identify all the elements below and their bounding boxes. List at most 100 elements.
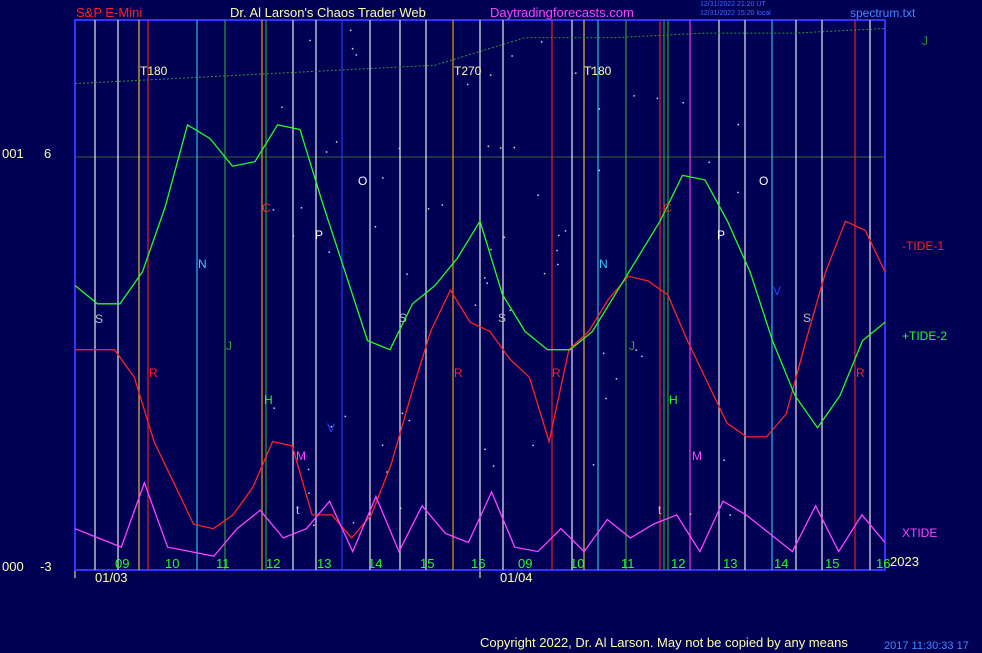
hour-tick-15: 15 — [825, 556, 839, 571]
noise-dot-36 — [633, 95, 635, 97]
event-label-o-23: O — [759, 174, 768, 188]
y-lower-value: -3 — [40, 559, 52, 574]
timestamp-ut: 12/31/2022 21:20 UT — [700, 1, 766, 8]
event-label-h-6: H — [264, 393, 273, 407]
copyright-text: Copyright 2022, Dr. Al Larson. May not b… — [480, 635, 848, 650]
noise-dot-14 — [737, 123, 740, 126]
event-label-s-1: S — [95, 312, 103, 326]
noise-dot-9 — [598, 108, 601, 110]
noise-dot-11 — [355, 54, 358, 56]
series-line-xtide — [74, 480, 886, 557]
hour-tick-12: 12 — [671, 556, 685, 571]
spectrum-file-label: spectrum.txt — [850, 6, 916, 20]
event-label-v-9: V — [327, 421, 335, 435]
noise-dot-43 — [374, 225, 377, 228]
noise-dot-58 — [309, 39, 311, 42]
noise-dot-42 — [427, 207, 430, 210]
noise-dot-10 — [543, 272, 546, 275]
event-label-t-21: t — [658, 503, 662, 517]
noise-dot-30 — [602, 352, 605, 355]
noise-dot-45 — [399, 507, 402, 510]
y-upper-left-label: 001 — [2, 146, 24, 161]
noise-dot-37 — [401, 412, 404, 415]
event-label-c-5: C — [262, 201, 271, 215]
day-label-2: 01/04 — [500, 570, 533, 585]
noise-dot-69 — [503, 236, 506, 239]
y-upper-value: 6 — [44, 146, 52, 161]
noise-dot-17 — [352, 521, 355, 524]
day-label-1: 01/03 — [95, 570, 128, 585]
y-lower-left-label: 000 — [2, 559, 24, 574]
noise-dot-68 — [466, 83, 469, 86]
noise-dot-46 — [272, 208, 275, 211]
site-title: Dr. Al Larson's Chaos Trader Web — [230, 5, 426, 20]
noise-dot-55 — [592, 463, 595, 466]
noise-dot-2 — [325, 151, 328, 153]
noise-dot-24 — [499, 147, 502, 149]
noise-dot-44 — [605, 397, 607, 400]
cycle-label-1: T180 — [140, 64, 168, 78]
event-label-s-12: S — [399, 311, 407, 325]
event-label-j-4: J — [226, 339, 232, 353]
event-label-r-15: R — [552, 366, 561, 380]
noise-dot-5 — [557, 234, 560, 237]
noise-dot-47 — [556, 249, 558, 252]
noise-dot-13 — [328, 251, 331, 254]
noise-dot-8 — [513, 146, 516, 149]
hour-tick-8: 16 — [471, 556, 485, 571]
noise-dot-48 — [312, 524, 315, 527]
hour-tick-13: 13 — [723, 556, 737, 571]
hour-tick-10: 10 — [570, 556, 584, 571]
noise-dot-7 — [591, 67, 594, 70]
noise-dot-64 — [381, 177, 384, 179]
event-label-p-10: P — [315, 228, 323, 242]
hour-tick-14: 14 — [774, 556, 788, 571]
noise-dot-60 — [682, 101, 685, 104]
event-label-n-16: N — [599, 257, 608, 271]
cycle-label-3: T180 — [584, 64, 612, 78]
noise-dot-54 — [615, 377, 618, 380]
legend-xtide: XTIDE — [902, 526, 937, 540]
event-label-j-17: J — [629, 339, 635, 353]
noise-dot-39 — [723, 459, 726, 462]
noise-dot-40 — [635, 349, 638, 352]
noise-dot-62 — [406, 273, 408, 276]
event-label-c-18: C — [663, 201, 672, 215]
noise-dot-16 — [598, 169, 601, 172]
event-label-h-19: H — [669, 393, 678, 407]
noise-dot-65 — [656, 97, 659, 100]
event-label-o-11: O — [358, 174, 367, 188]
noise-dot-26 — [640, 355, 643, 358]
hour-tick-1: 09 — [115, 556, 129, 571]
event-label-n-3: N — [198, 257, 207, 271]
noise-dot-4 — [307, 468, 310, 471]
legend--tide-1: -TIDE-1 — [902, 239, 944, 253]
noise-dot-6 — [408, 419, 411, 422]
noise-dot-59 — [532, 444, 535, 447]
noise-dot-29 — [292, 235, 295, 238]
noise-dot-66 — [349, 29, 352, 32]
noise-dot-52 — [708, 161, 711, 164]
noise-dot-20 — [344, 415, 347, 418]
event-label-t-8: t — [296, 503, 300, 517]
noise-dot-33 — [484, 448, 486, 451]
noise-dot-28 — [489, 74, 492, 76]
hour-tick-11: 11 — [621, 556, 635, 571]
legend--tide-2: +TIDE-2 — [902, 329, 947, 343]
site-link[interactable]: Daytradingforecasts.com — [490, 5, 634, 20]
noise-dot-35 — [398, 147, 401, 150]
hour-tick-9: 09 — [518, 556, 532, 571]
noise-dot-49 — [492, 465, 495, 468]
noise-dot-56 — [381, 444, 384, 447]
event-label-r-13: R — [454, 366, 463, 380]
noise-dot-57 — [351, 47, 354, 50]
noise-dot-53 — [281, 106, 283, 109]
event-label-r-2: R — [149, 366, 158, 380]
noise-dot-27 — [335, 141, 338, 143]
noise-dot-50 — [556, 263, 559, 266]
event-label-m-20: M — [692, 449, 702, 463]
noise-dot-21 — [441, 204, 444, 206]
noise-dot-61 — [511, 55, 513, 57]
hour-tick-2: 10 — [165, 556, 179, 571]
